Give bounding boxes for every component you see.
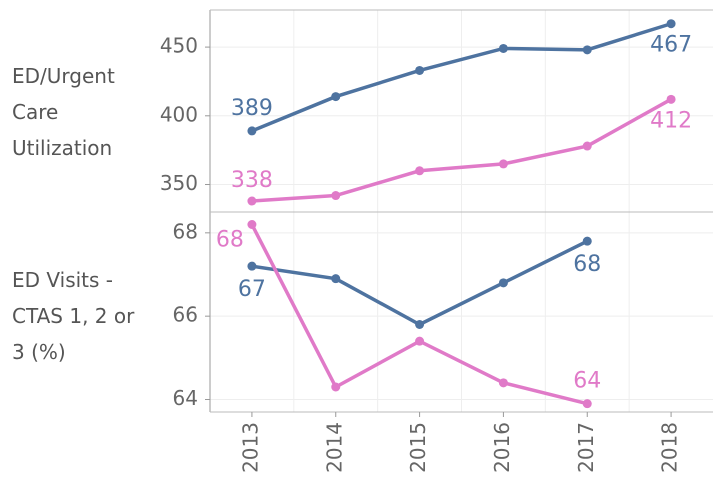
point [331, 92, 341, 102]
series-line [250, 223, 588, 406]
data-label: 467 [650, 33, 692, 58]
point [498, 159, 508, 169]
y-tick-label: 400 [160, 102, 198, 126]
y-tick-label: 350 [160, 171, 198, 195]
point [582, 45, 592, 55]
point [331, 191, 341, 201]
x-tick-label: 2013 [238, 422, 262, 473]
y-tick-label: 450 [160, 34, 198, 58]
row-label: ED Visits - CTAS 1, 2 or 3 (%) [12, 268, 135, 364]
point [498, 278, 508, 288]
x-tick-label: 2016 [490, 422, 514, 473]
point [415, 166, 425, 176]
data-label: 389 [231, 96, 273, 121]
point [498, 43, 508, 53]
point [331, 382, 341, 392]
x-tick-label: 2015 [406, 422, 430, 473]
point [247, 126, 257, 136]
point [331, 274, 341, 284]
data-label: 67 [238, 277, 266, 302]
point [415, 320, 425, 329]
point [666, 94, 676, 104]
point [247, 261, 257, 271]
series-line [251, 22, 672, 133]
point [582, 141, 592, 151]
x-tick-label: 2014 [322, 422, 346, 473]
series-line [251, 239, 589, 327]
row-label: ED/Urgent Care Utilization [12, 64, 115, 160]
data-label: 338 [231, 168, 273, 193]
data-label: 68 [216, 228, 244, 253]
point [498, 378, 508, 388]
point [582, 236, 592, 246]
y-tick-label: 66 [173, 303, 198, 327]
y-tick-label: 64 [173, 386, 198, 410]
series-line [251, 97, 672, 203]
data-label: 68 [573, 252, 601, 277]
data-label: 412 [650, 108, 692, 133]
point [415, 65, 425, 75]
point [247, 196, 257, 206]
x-tick-label: 2017 [574, 422, 598, 473]
x-tick-label: 2018 [658, 422, 682, 473]
point [666, 19, 676, 29]
point [582, 399, 592, 409]
point [247, 220, 257, 229]
data-label: 64 [573, 369, 601, 394]
y-tick-label: 68 [173, 219, 198, 243]
point [415, 336, 425, 346]
